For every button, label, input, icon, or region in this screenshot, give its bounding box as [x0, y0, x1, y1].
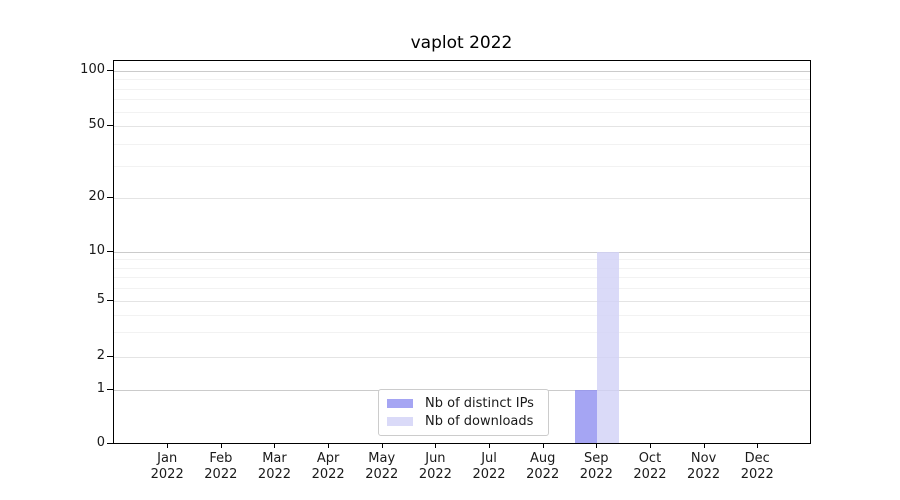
- x-tick-label-line: 2022: [526, 467, 560, 482]
- x-tick-label: Jan 2022: [137, 451, 197, 483]
- y-tick-label: 2: [96, 348, 105, 363]
- gridline-minor: [114, 277, 810, 279]
- x-tick-label-line: Sep: [584, 451, 609, 466]
- x-tick-mark: [703, 443, 705, 448]
- x-tick-label-line: 2022: [579, 467, 613, 482]
- y-tick-mark: [107, 389, 113, 390]
- x-tick-label-line: 2022: [311, 467, 345, 482]
- y-tick-label: 50: [88, 117, 105, 132]
- gridline: [114, 198, 810, 199]
- gridline: [114, 126, 810, 127]
- x-tick-mark: [596, 443, 598, 448]
- gridline-minor: [114, 314, 810, 316]
- legend-swatch: [387, 399, 413, 408]
- x-tick-label-line: Mar: [262, 451, 287, 466]
- gridline-minor: [114, 166, 810, 168]
- y-tick-label: 1: [96, 381, 105, 396]
- bar-nb-of-downloads: [597, 252, 620, 443]
- y-tick-mark: [107, 125, 113, 126]
- y-tick-mark: [107, 300, 113, 301]
- gridline-minor: [114, 88, 810, 90]
- bar-nb-of-distinct-ips: [575, 390, 598, 443]
- x-tick-label-line: Aug: [529, 451, 556, 466]
- x-tick-mark: [328, 443, 330, 448]
- gridline-minor: [114, 288, 810, 290]
- x-tick-label: Feb 2022: [191, 451, 251, 483]
- x-tick-label-line: Apr: [316, 451, 340, 466]
- plot-area: [113, 60, 811, 444]
- x-tick-label: Sep 2022: [566, 451, 626, 483]
- legend-label: Nb of downloads: [425, 414, 534, 429]
- gridline-minor: [114, 111, 810, 113]
- y-tick-label: 5: [96, 292, 105, 307]
- x-tick-label-line: Nov: [690, 451, 717, 466]
- y-tick-label: 100: [80, 62, 105, 77]
- x-tick-mark: [381, 443, 383, 448]
- x-tick-label-line: 2022: [687, 467, 721, 482]
- x-tick-mark: [274, 443, 276, 448]
- y-tick-mark: [107, 443, 113, 444]
- x-tick-mark: [542, 443, 544, 448]
- legend-label: Nb of distinct IPs: [425, 396, 534, 411]
- x-tick-label: Jul 2022: [459, 451, 519, 483]
- x-tick-label: Oct 2022: [620, 451, 680, 483]
- y-tick-mark: [107, 70, 113, 71]
- legend-item: Nb of distinct IPs: [387, 396, 540, 411]
- x-tick-label-line: 2022: [365, 467, 399, 482]
- x-tick-mark: [167, 443, 169, 448]
- x-tick-label: Aug 2022: [513, 451, 573, 483]
- x-tick-label-line: Jun: [425, 451, 446, 466]
- y-tick-mark: [107, 356, 113, 357]
- x-tick-label: Nov 2022: [674, 451, 734, 483]
- gridline-minor: [114, 259, 810, 261]
- x-tick-label: Mar 2022: [244, 451, 304, 483]
- legend-swatch: [387, 417, 413, 426]
- x-tick-label-line: Feb: [209, 451, 233, 466]
- gridline-minor: [114, 267, 810, 269]
- y-tick-label: 20: [88, 189, 105, 204]
- gridline: [114, 301, 810, 302]
- y-tick-label: 0: [96, 435, 105, 450]
- y-tick-mark: [107, 197, 113, 198]
- x-tick-label-line: 2022: [472, 467, 506, 482]
- gridline-major: [114, 71, 810, 72]
- x-tick-mark: [489, 443, 491, 448]
- x-tick-mark: [757, 443, 759, 448]
- x-tick-label-line: 2022: [257, 467, 292, 482]
- gridline: [114, 357, 810, 358]
- x-tick-label-line: 2022: [633, 467, 667, 482]
- x-tick-label-line: Oct: [638, 451, 662, 466]
- x-tick-label-line: May: [368, 451, 396, 466]
- gridline-minor: [114, 143, 810, 145]
- x-tick-label: Apr 2022: [298, 451, 358, 483]
- x-tick-label: Jun 2022: [405, 451, 465, 483]
- x-tick-label-line: 2022: [740, 467, 774, 482]
- x-tick-mark: [220, 443, 222, 448]
- legend: Nb of distinct IPs Nb of downloads: [378, 389, 549, 436]
- x-tick-label-line: Jul: [481, 451, 497, 466]
- x-tick-mark: [435, 443, 437, 448]
- x-tick-label-line: 2022: [418, 467, 452, 482]
- x-tick-label-line: 2022: [150, 467, 184, 482]
- gridline-minor: [114, 79, 810, 81]
- x-tick-label-line: 2022: [204, 467, 238, 482]
- x-tick-label: May 2022: [352, 451, 412, 483]
- y-tick-mark: [107, 251, 113, 252]
- legend-item: Nb of downloads: [387, 414, 540, 429]
- x-tick-label-line: Jan: [157, 451, 178, 466]
- gridline-major: [114, 252, 810, 253]
- x-tick-label-line: Dec: [744, 451, 770, 466]
- gridline-minor: [114, 332, 810, 334]
- x-tick-label: Dec 2022: [727, 451, 787, 483]
- chart-title: vaplot 2022: [410, 33, 513, 53]
- x-tick-mark: [649, 443, 651, 448]
- gridline-minor: [114, 99, 810, 101]
- y-tick-label: 10: [88, 243, 105, 258]
